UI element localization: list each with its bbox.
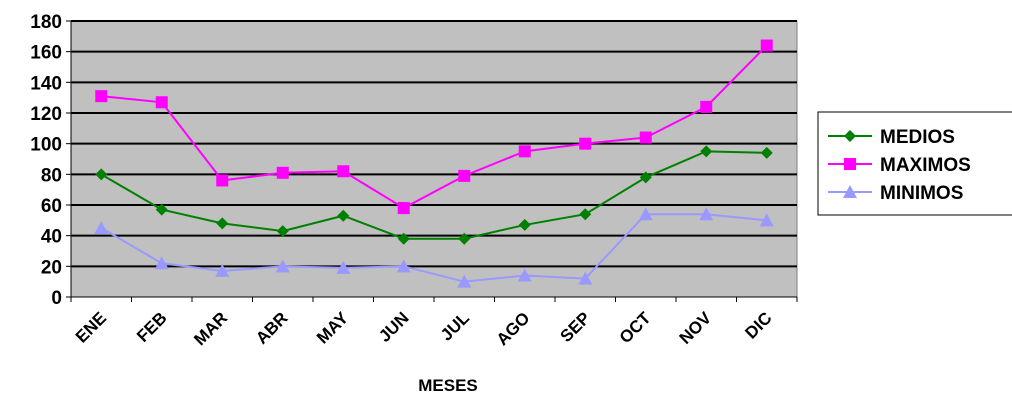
series-medios	[95, 145, 773, 245]
y-tick-label: 80	[41, 165, 62, 186]
legend-item-medios: MEDIOS	[828, 127, 955, 148]
data-point-maximos	[639, 131, 652, 144]
data-point-maximos	[579, 137, 592, 150]
data-point-maximos	[276, 166, 289, 179]
data-point-minimos	[578, 271, 593, 285]
x-tick-label: FEB	[133, 308, 170, 345]
data-point-medios	[458, 232, 471, 245]
data-point-minimos	[699, 207, 714, 221]
plot-area	[70, 20, 798, 298]
x-tick-label: AGO	[493, 308, 534, 349]
series-maximos	[95, 39, 773, 215]
x-tick-label: SEP	[557, 308, 594, 345]
data-point-maximos	[95, 90, 108, 103]
series-group	[94, 39, 774, 288]
data-point-minimos	[517, 268, 532, 282]
data-point-medios	[216, 217, 229, 230]
series-minimos	[94, 207, 774, 288]
data-point-maximos	[397, 202, 410, 215]
data-point-medios	[397, 232, 410, 245]
y-tick-label: 160	[30, 43, 62, 64]
y-tick-label: 40	[41, 227, 62, 248]
data-point-medios	[639, 171, 652, 184]
series-line-minimos	[100, 213, 767, 283]
data-point-minimos	[759, 213, 774, 227]
data-point-medios	[700, 145, 713, 158]
x-tick-label: JUN	[375, 308, 412, 345]
data-point-maximos	[216, 174, 229, 187]
data-point-medios	[337, 209, 350, 222]
legend-item-minimos: MINIMOS	[828, 183, 963, 204]
series-line-medios	[100, 150, 767, 240]
x-tick-label: MAY	[313, 308, 353, 348]
data-point-medios	[95, 168, 108, 181]
x-tick-label: JUL	[437, 308, 473, 344]
y-tick-label: 120	[30, 104, 62, 125]
x-tick-label: MAR	[190, 308, 231, 349]
y-tick-label: 180	[30, 12, 62, 33]
legend: MEDIOS MAXIMOS MINIMOS	[817, 111, 1012, 216]
data-point-minimos	[154, 256, 169, 270]
plot-background	[70, 20, 798, 298]
legend-item-maximos: MAXIMOS	[828, 155, 971, 176]
x-axis-title: MESES	[418, 376, 478, 395]
x-tick-label: NOV	[676, 308, 716, 348]
data-point-maximos	[458, 169, 471, 182]
legend-marker-medios	[844, 130, 856, 142]
data-point-medios	[579, 208, 592, 221]
data-point-minimos	[396, 259, 411, 273]
data-point-medios	[760, 146, 773, 159]
data-point-maximos	[760, 39, 773, 52]
y-tick-label: 0	[51, 288, 62, 309]
data-point-maximos	[518, 145, 531, 158]
y-tick-label: 100	[30, 135, 62, 156]
legend-label: MEDIOS	[880, 127, 955, 148]
y-tick-label: 60	[41, 196, 62, 217]
legend-label: MAXIMOS	[880, 155, 971, 176]
x-tick-label: OCT	[616, 308, 655, 347]
data-point-minimos	[457, 274, 472, 288]
x-tick-label: DIC	[741, 308, 775, 342]
data-point-medios	[518, 218, 531, 231]
data-point-minimos	[275, 259, 290, 273]
legend-label: MINIMOS	[880, 183, 963, 204]
data-point-minimos	[336, 260, 351, 274]
x-tick-label: ABR	[252, 308, 291, 347]
series-line-maximos	[101, 44, 768, 210]
data-point-minimos	[215, 263, 230, 277]
x-tick-label: ENE	[72, 308, 110, 346]
data-point-maximos	[337, 165, 350, 178]
data-point-medios	[155, 203, 168, 216]
data-point-minimos	[94, 221, 109, 234]
legend-marker-minimos	[843, 185, 857, 198]
data-point-minimos	[638, 207, 653, 221]
legend-marker-maximos	[844, 158, 856, 170]
data-point-maximos	[700, 100, 713, 113]
y-tick-label: 140	[30, 73, 62, 94]
data-point-medios	[276, 225, 289, 238]
y-tick-label: 20	[41, 257, 62, 278]
data-point-maximos	[155, 96, 168, 109]
